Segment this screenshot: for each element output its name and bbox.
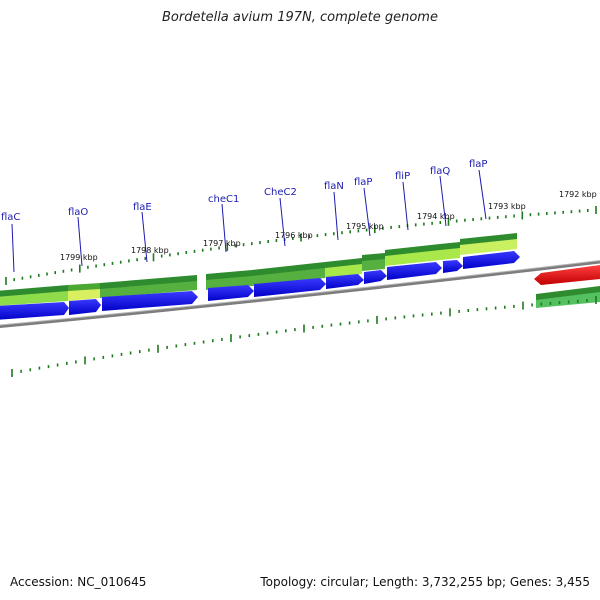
cds-arrow [387, 262, 442, 280]
genome-backbone [0, 260, 600, 329]
green-feature [440, 248, 460, 260]
gene-label-flae: flaE [133, 202, 152, 213]
gene-leader-line [11, 223, 15, 273]
cds-arrow [102, 291, 198, 311]
gene-label-flao: flaO [68, 207, 88, 218]
green-feature [385, 250, 440, 266]
cds-track-blue [0, 251, 520, 320]
green-feature [100, 281, 197, 298]
feature-track-green [0, 233, 600, 308]
genome-summary-label: Topology: circular; Length: 3,732,255 bp… [260, 575, 590, 589]
gene-leader-line [279, 197, 286, 247]
cds-arrow [69, 299, 101, 315]
gene-label-chec2: CheC2 [264, 187, 297, 198]
gene-leader-line [141, 211, 148, 263]
kbp-label: 1798 kbp [131, 246, 169, 255]
gene-leader-line [333, 191, 339, 241]
green-feature [68, 289, 100, 301]
red-feature [534, 265, 600, 285]
kbp-label: 1796 kbp [275, 231, 313, 240]
gene-label-flac: flaC [1, 212, 20, 223]
kbp-ruler-inner [11, 296, 597, 377]
map-title: Bordetella avium 197N, complete genome [162, 10, 438, 25]
gene-label-flip: fliP [395, 171, 410, 182]
gene-labels: flaC flaO flaE cheC1 CheC2 flaN flaP fli… [1, 159, 487, 223]
gene-leader-line [363, 187, 371, 237]
kbp-label: 1795 kbp [346, 222, 384, 231]
cds-arrow [0, 302, 69, 320]
kbp-label: 1792 kbp [559, 190, 597, 199]
green-feature [0, 291, 68, 306]
green-feature [362, 259, 385, 271]
kbp-labels: 1799 kbp 1798 kbp 1797 kbp 1796 kbp 1795… [60, 190, 597, 262]
cds-arrow [463, 251, 520, 269]
cds-arrow [326, 274, 364, 289]
gene-leader-line [221, 203, 227, 253]
kbp-label: 1799 kbp [60, 253, 98, 262]
gene-label-flan: flaN [324, 181, 344, 192]
gene-label-flap-2: flaP [469, 159, 487, 170]
genome-backbone-highlight [0, 260, 600, 326]
gene-label-chec1: cheC1 [208, 194, 239, 205]
green-feature [252, 268, 325, 286]
gene-leader-lines [11, 169, 487, 273]
gene-leader-line [402, 181, 409, 231]
green-feature [536, 292, 600, 308]
kbp-label: 1797 kbp [203, 239, 241, 248]
gene-label-flap: flaP [354, 177, 372, 188]
gene-label-flaq: flaQ [430, 166, 450, 177]
gene-leader-line [439, 175, 447, 227]
cds-arrow [364, 270, 387, 284]
cds-arrow [443, 260, 463, 273]
gene-leader-line [478, 169, 487, 220]
green-feature [460, 239, 517, 255]
cds-arrow [208, 285, 254, 301]
kbp-label: 1793 kbp [488, 202, 526, 211]
cds-arrow [254, 278, 326, 297]
gene-leader-line [77, 216, 83, 267]
accession-label: Accession: NC_010645 [10, 575, 147, 589]
kbp-label: 1794 kbp [417, 212, 455, 221]
